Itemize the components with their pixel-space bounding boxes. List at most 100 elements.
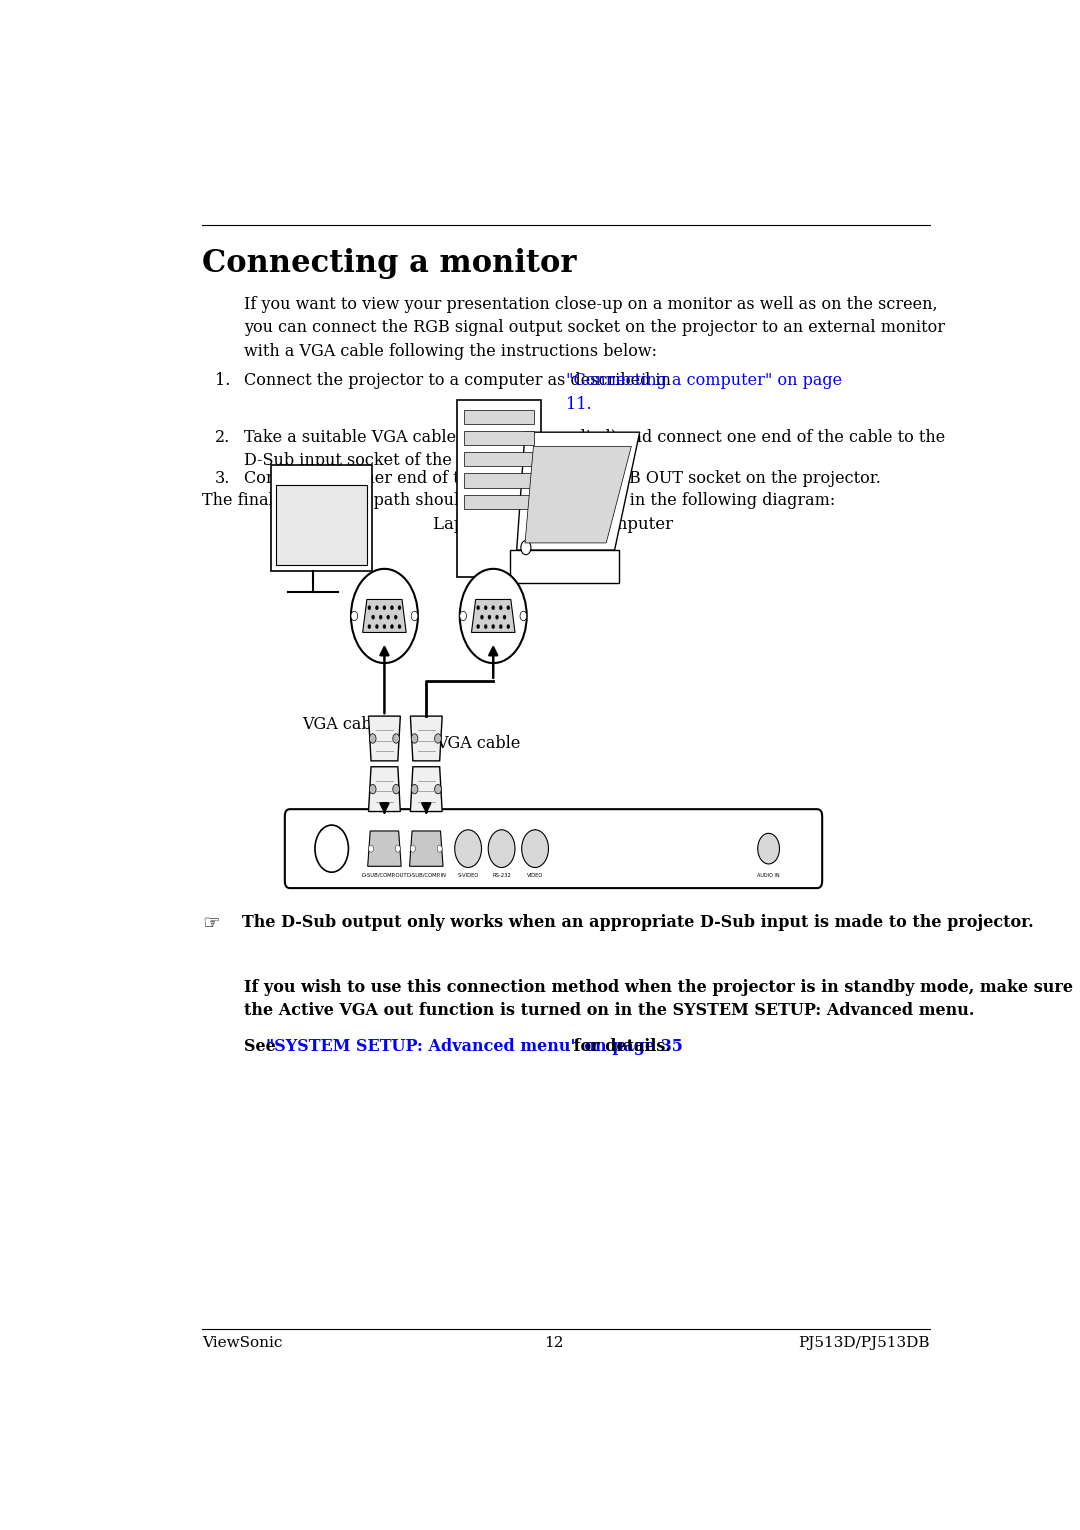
Text: Connect the projector to a computer as described in: Connect the projector to a computer as d… bbox=[244, 372, 676, 389]
Text: Connect the other end of the cable to the D-SUB OUT socket on the projector.: Connect the other end of the cable to th… bbox=[244, 470, 880, 487]
Circle shape bbox=[369, 785, 376, 794]
Text: "Connecting a computer" on page
11.: "Connecting a computer" on page 11. bbox=[566, 372, 842, 413]
Circle shape bbox=[503, 615, 507, 620]
FancyBboxPatch shape bbox=[276, 485, 367, 565]
Circle shape bbox=[411, 612, 418, 621]
Circle shape bbox=[434, 734, 442, 744]
Text: ☞: ☞ bbox=[202, 913, 219, 933]
Text: See: See bbox=[244, 1037, 281, 1054]
Circle shape bbox=[369, 734, 376, 744]
Polygon shape bbox=[525, 447, 632, 543]
Circle shape bbox=[368, 624, 370, 629]
Circle shape bbox=[410, 845, 416, 852]
Circle shape bbox=[476, 606, 480, 610]
Text: The final connection path should be like that shown in the following diagram:: The final connection path should be like… bbox=[202, 493, 835, 509]
Circle shape bbox=[499, 624, 502, 629]
Circle shape bbox=[460, 569, 527, 662]
Text: 1.: 1. bbox=[215, 372, 230, 389]
Polygon shape bbox=[410, 767, 442, 811]
Polygon shape bbox=[367, 831, 401, 866]
Circle shape bbox=[437, 845, 442, 852]
Circle shape bbox=[399, 624, 401, 629]
Circle shape bbox=[758, 834, 780, 864]
Text: Laptop or desktop computer: Laptop or desktop computer bbox=[433, 516, 674, 532]
Circle shape bbox=[379, 615, 382, 620]
Text: VGA cable: VGA cable bbox=[302, 716, 387, 733]
Circle shape bbox=[383, 624, 386, 629]
FancyBboxPatch shape bbox=[464, 453, 535, 467]
FancyBboxPatch shape bbox=[510, 549, 619, 583]
Circle shape bbox=[434, 785, 442, 794]
Text: PJ513D/PJ513DB: PJ513D/PJ513DB bbox=[798, 1336, 930, 1349]
Circle shape bbox=[411, 785, 418, 794]
Circle shape bbox=[521, 540, 531, 555]
Circle shape bbox=[488, 829, 515, 868]
Circle shape bbox=[376, 624, 378, 629]
Circle shape bbox=[399, 606, 401, 610]
Circle shape bbox=[496, 615, 499, 620]
Text: VIDEO: VIDEO bbox=[527, 872, 543, 878]
Text: 3.: 3. bbox=[215, 470, 230, 487]
FancyBboxPatch shape bbox=[464, 410, 535, 424]
Circle shape bbox=[455, 829, 482, 868]
Text: 2.: 2. bbox=[215, 428, 230, 445]
Circle shape bbox=[491, 606, 495, 610]
FancyBboxPatch shape bbox=[464, 431, 535, 445]
Polygon shape bbox=[363, 600, 406, 632]
Circle shape bbox=[391, 624, 393, 629]
Circle shape bbox=[507, 624, 510, 629]
Text: Connecting a monitor: Connecting a monitor bbox=[202, 248, 577, 280]
Circle shape bbox=[368, 606, 370, 610]
Text: RS-232: RS-232 bbox=[492, 872, 511, 878]
Polygon shape bbox=[472, 600, 515, 632]
Circle shape bbox=[499, 606, 502, 610]
Circle shape bbox=[491, 624, 495, 629]
Circle shape bbox=[460, 612, 467, 621]
Text: VGA cable: VGA cable bbox=[436, 734, 521, 751]
Text: 12: 12 bbox=[543, 1336, 564, 1349]
FancyBboxPatch shape bbox=[464, 473, 535, 488]
Circle shape bbox=[376, 606, 378, 610]
Circle shape bbox=[372, 615, 375, 620]
Circle shape bbox=[481, 615, 484, 620]
Text: S-VIDEO: S-VIDEO bbox=[458, 872, 478, 878]
Circle shape bbox=[394, 615, 397, 620]
Polygon shape bbox=[410, 716, 442, 760]
Circle shape bbox=[391, 606, 393, 610]
Polygon shape bbox=[368, 716, 401, 760]
Circle shape bbox=[484, 624, 487, 629]
Circle shape bbox=[393, 734, 400, 744]
Circle shape bbox=[507, 606, 510, 610]
FancyBboxPatch shape bbox=[285, 809, 822, 887]
Circle shape bbox=[383, 606, 386, 610]
Circle shape bbox=[521, 612, 527, 621]
Text: D-SUB/COMP.IN: D-SUB/COMP.IN bbox=[406, 872, 446, 878]
Circle shape bbox=[351, 612, 357, 621]
Circle shape bbox=[351, 569, 418, 662]
Circle shape bbox=[522, 829, 549, 868]
Text: "SYSTEM SETUP: Advanced menu" on page 35: "SYSTEM SETUP: Advanced menu" on page 35 bbox=[267, 1037, 684, 1054]
Polygon shape bbox=[368, 767, 401, 811]
FancyBboxPatch shape bbox=[457, 401, 541, 577]
Text: D-SUB/COMP.OUT: D-SUB/COMP.OUT bbox=[362, 872, 407, 878]
Text: for details.: for details. bbox=[568, 1037, 671, 1054]
Circle shape bbox=[484, 606, 487, 610]
Text: AUDIO IN: AUDIO IN bbox=[757, 872, 780, 878]
Polygon shape bbox=[516, 431, 639, 549]
Polygon shape bbox=[409, 831, 443, 866]
Circle shape bbox=[387, 615, 390, 620]
Circle shape bbox=[488, 615, 491, 620]
Circle shape bbox=[368, 845, 374, 852]
Text: ViewSonic: ViewSonic bbox=[202, 1336, 282, 1349]
Text: Take a suitable VGA cable (only one supplied) and connect one end of the cable t: Take a suitable VGA cable (only one supp… bbox=[244, 428, 945, 470]
Text: The D-Sub output only works when an appropriate D-Sub input is made to the proje: The D-Sub output only works when an appr… bbox=[242, 913, 1034, 932]
Text: If you wish to use this connection method when the projector is in standby mode,: If you wish to use this connection metho… bbox=[244, 979, 1072, 1019]
Text: If you want to view your presentation close-up on a monitor as well as on the sc: If you want to view your presentation cl… bbox=[244, 295, 945, 360]
Circle shape bbox=[411, 734, 418, 744]
Circle shape bbox=[395, 845, 401, 852]
Circle shape bbox=[315, 825, 349, 872]
FancyBboxPatch shape bbox=[464, 494, 535, 509]
FancyBboxPatch shape bbox=[271, 465, 372, 571]
Circle shape bbox=[393, 785, 400, 794]
Circle shape bbox=[476, 624, 480, 629]
